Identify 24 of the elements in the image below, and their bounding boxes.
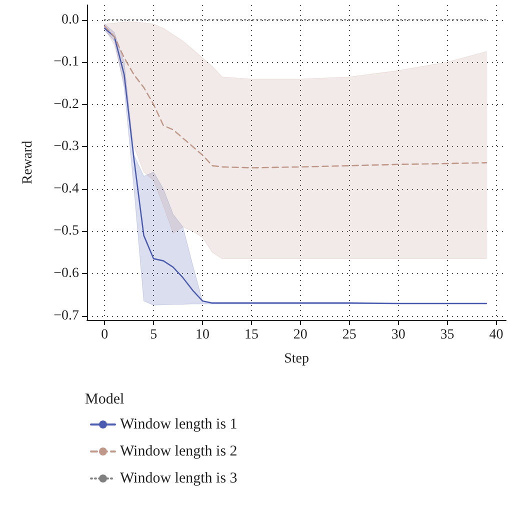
y-tick-label: −0.1 [54,54,79,70]
x-tick-label: 15 [244,328,258,342]
x-axis-title: Step [284,352,309,366]
legend-label: Window length is 1 [120,416,238,432]
y-tick-label: −0.3 [54,139,79,154]
y-axis-title: Reward [20,140,36,184]
y-tick-label: 0.0 [62,12,79,28]
legend-label: Window length is 2 [120,444,238,460]
x-tick-label: 20 [293,328,308,342]
line-series [104,25,488,168]
x-tick-label: 25 [342,328,356,342]
y-tick-label: −0.5 [54,224,79,239]
x-tick-label: 35 [440,328,454,342]
legend-title: Model [85,392,124,408]
x-tick-label: 10 [196,328,210,342]
y-tick-label: −0.6 [54,266,79,281]
y-tick-label: −0.2 [54,96,79,112]
x-tick-label: 0 [101,328,108,342]
y-tick-label: −0.4 [54,181,79,196]
legend-label: Window length is 3 [120,470,238,486]
x-tick-label: 30 [391,328,406,342]
x-tick-label: 40 [489,328,504,342]
x-tick-label: 5 [150,328,158,342]
y-tick-label: −0.7 [54,308,79,324]
